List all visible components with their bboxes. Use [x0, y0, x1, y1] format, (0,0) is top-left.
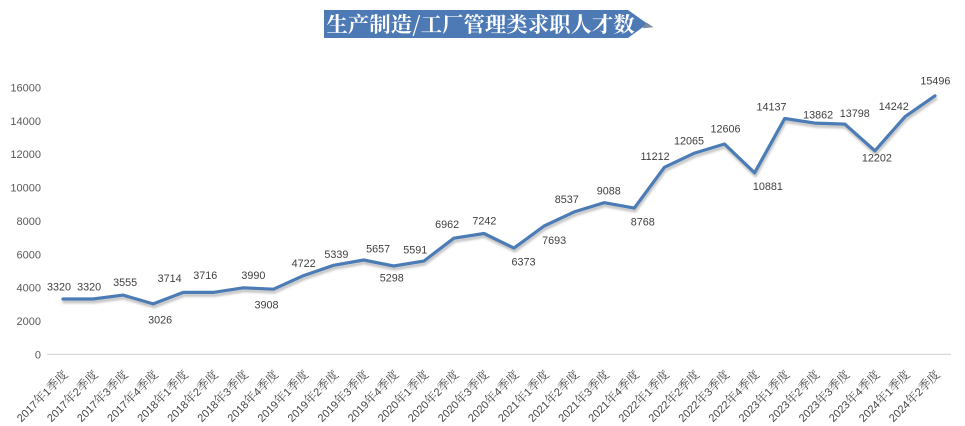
svg-text:8537: 8537	[555, 194, 579, 206]
svg-text:2021: 2021	[586, 399, 612, 425]
svg-text:2024: 2024	[887, 399, 913, 425]
svg-text:6000: 6000	[17, 249, 41, 261]
svg-text:2018: 2018	[165, 399, 191, 425]
svg-text:3990: 3990	[241, 270, 265, 282]
svg-text:9088: 9088	[597, 185, 621, 197]
svg-text:3716: 3716	[193, 270, 217, 282]
svg-text:1: 1	[402, 386, 415, 399]
svg-text:2024: 2024	[857, 399, 883, 425]
svg-text:3320: 3320	[47, 282, 71, 294]
svg-text:2019: 2019	[256, 399, 282, 425]
svg-text:2017: 2017	[45, 399, 71, 425]
svg-text:14000: 14000	[10, 116, 41, 128]
svg-text:4: 4	[732, 386, 745, 399]
svg-text:2018: 2018	[195, 399, 221, 425]
svg-text:5591: 5591	[403, 245, 427, 257]
svg-text:4: 4	[612, 386, 625, 399]
svg-text:15496: 15496	[920, 76, 950, 88]
svg-text:2022: 2022	[677, 399, 703, 425]
svg-text:12202: 12202	[862, 153, 892, 165]
svg-text:2017: 2017	[75, 399, 101, 425]
svg-text:3320: 3320	[77, 282, 101, 294]
svg-text:2: 2	[432, 386, 445, 399]
svg-text:2019: 2019	[286, 399, 312, 425]
svg-text:10881: 10881	[753, 181, 783, 193]
svg-text:3: 3	[101, 386, 114, 399]
svg-text:12065: 12065	[674, 136, 704, 148]
svg-text:4: 4	[853, 386, 866, 399]
svg-text:2020: 2020	[376, 399, 402, 425]
svg-text:2021: 2021	[496, 399, 522, 425]
svg-text:4: 4	[251, 386, 264, 399]
svg-text:12606: 12606	[710, 124, 740, 136]
svg-text:4: 4	[372, 386, 385, 399]
svg-text:2018: 2018	[226, 399, 252, 425]
svg-text:6373: 6373	[511, 257, 535, 269]
svg-text:3: 3	[582, 386, 595, 399]
svg-text:2023: 2023	[737, 399, 763, 425]
svg-text:8768: 8768	[631, 216, 655, 228]
svg-text:4: 4	[131, 386, 144, 399]
svg-text:0: 0	[35, 349, 41, 361]
svg-text:3: 3	[462, 386, 475, 399]
svg-text:2020: 2020	[436, 399, 462, 425]
svg-text:7693: 7693	[542, 235, 566, 247]
svg-text:7242: 7242	[472, 215, 496, 227]
svg-text:2017: 2017	[15, 399, 41, 425]
svg-text:3: 3	[342, 386, 355, 399]
svg-text:3026: 3026	[148, 315, 172, 327]
svg-text:2020: 2020	[466, 399, 492, 425]
svg-text:11212: 11212	[640, 151, 669, 163]
svg-text:2021: 2021	[526, 399, 552, 425]
svg-text:1: 1	[642, 386, 655, 399]
svg-text:12000: 12000	[10, 149, 41, 161]
svg-text:2023: 2023	[797, 399, 823, 425]
svg-text:4722: 4722	[292, 258, 316, 270]
svg-text:1: 1	[161, 386, 174, 399]
svg-text:1: 1	[883, 386, 896, 399]
svg-text:3908: 3908	[254, 300, 278, 312]
svg-text:6962: 6962	[435, 219, 459, 231]
svg-text:5339: 5339	[324, 249, 348, 261]
svg-text:10000: 10000	[10, 183, 41, 195]
svg-text:1: 1	[281, 386, 294, 399]
svg-text:1: 1	[522, 386, 535, 399]
svg-text:2021: 2021	[556, 399, 582, 425]
svg-text:2017: 2017	[105, 399, 131, 425]
svg-text:4000: 4000	[17, 283, 41, 295]
svg-text:1: 1	[763, 386, 776, 399]
svg-text:2: 2	[672, 386, 685, 399]
svg-text:2023: 2023	[767, 399, 793, 425]
svg-text:2019: 2019	[346, 399, 372, 425]
svg-text:2: 2	[71, 386, 84, 399]
svg-text:5298: 5298	[380, 273, 404, 285]
svg-text:3555: 3555	[113, 277, 137, 289]
svg-text:2: 2	[552, 386, 565, 399]
svg-text:2022: 2022	[707, 399, 733, 425]
svg-text:2020: 2020	[406, 399, 432, 425]
svg-text:3: 3	[702, 386, 715, 399]
svg-text:14137: 14137	[756, 101, 786, 113]
svg-text:13798: 13798	[840, 108, 870, 120]
svg-text:3714: 3714	[158, 273, 182, 285]
svg-text:2022: 2022	[647, 399, 673, 425]
svg-text:4: 4	[492, 386, 505, 399]
svg-text:2022: 2022	[616, 399, 642, 425]
svg-text:1: 1	[41, 386, 54, 399]
svg-text:3: 3	[823, 386, 836, 399]
svg-text:2: 2	[913, 386, 926, 399]
svg-text:13862: 13862	[803, 109, 833, 121]
svg-text:2019: 2019	[316, 399, 342, 425]
svg-text:2: 2	[311, 386, 324, 399]
svg-text:3: 3	[221, 386, 234, 399]
svg-text:16000: 16000	[10, 82, 41, 94]
svg-text:5657: 5657	[366, 244, 390, 256]
svg-text:2023: 2023	[827, 399, 853, 425]
svg-text:14242: 14242	[879, 101, 909, 113]
svg-text:2018: 2018	[135, 399, 161, 425]
svg-text:2000: 2000	[17, 316, 41, 328]
svg-text:2: 2	[191, 386, 204, 399]
svg-text:2: 2	[793, 386, 806, 399]
svg-text:8000: 8000	[17, 216, 41, 228]
